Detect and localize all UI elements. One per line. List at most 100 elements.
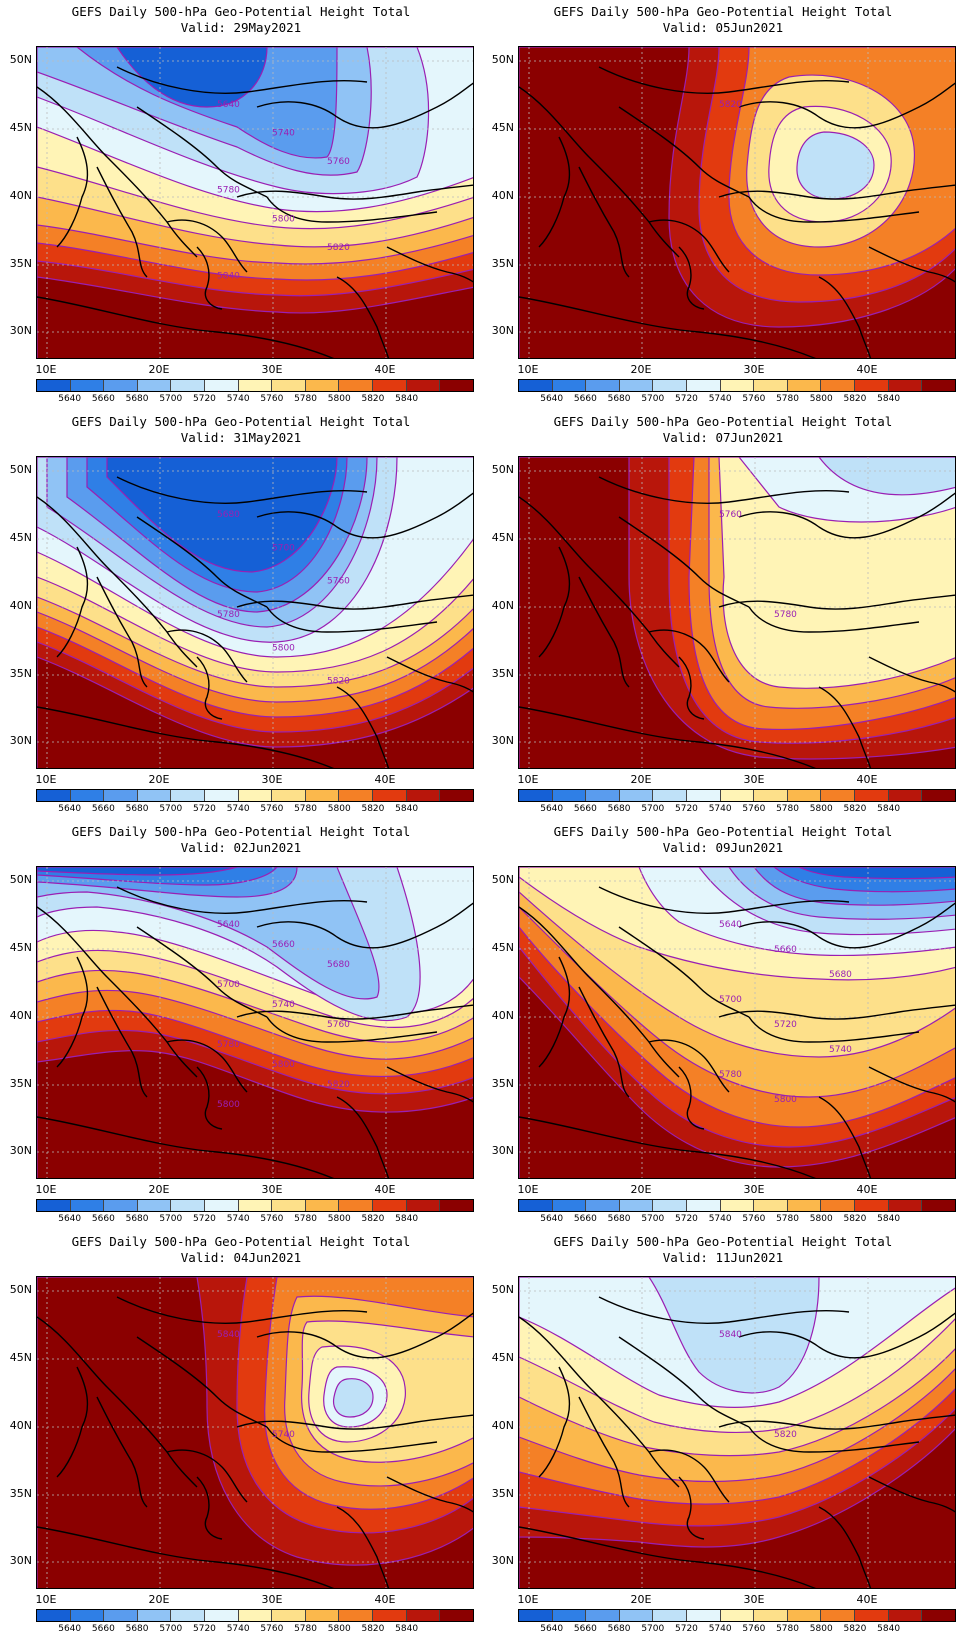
colorbar-label: 5740 xyxy=(708,1214,732,1224)
height-field: 5760 5780 xyxy=(519,457,955,768)
panel-valid-date: Valid: 11Jun2021 xyxy=(662,1250,784,1265)
height-band xyxy=(116,47,268,108)
contour-label: 5820 xyxy=(774,1430,797,1440)
colorbar-label: 5720 xyxy=(193,1624,216,1634)
longitude-label: 30E xyxy=(743,773,765,786)
latitude-label: 45N xyxy=(491,531,514,544)
coastline xyxy=(818,686,872,768)
colorbar-swatch xyxy=(373,790,407,801)
colorbar-swatch xyxy=(821,790,856,801)
panel-title: GEFS Daily 500-hPa Geo-Potential Height … xyxy=(553,414,893,429)
map-panel: GEFS Daily 500-hPa Geo-Potential Height … xyxy=(0,0,482,410)
contour-label: 5700 xyxy=(272,543,295,553)
colorbar-swatch xyxy=(305,1610,340,1621)
coastline xyxy=(336,276,390,358)
colorbar-swatch xyxy=(855,1200,889,1211)
colorbar-swatch xyxy=(787,1200,822,1211)
panel-valid-date: Valid: 31May2021 xyxy=(180,430,302,445)
colorbar-label: 5780 xyxy=(294,804,317,814)
coastline xyxy=(519,296,816,358)
contour-label: 5800 xyxy=(272,214,295,224)
coastline xyxy=(578,166,630,278)
colorbar-label: 5780 xyxy=(776,1624,799,1634)
height-band xyxy=(106,457,338,573)
latitude-label: 45N xyxy=(9,1351,32,1364)
latitude-label: 45N xyxy=(491,941,514,954)
colorbar-swatch xyxy=(888,380,923,391)
colorbar-swatch xyxy=(619,790,654,801)
colorbar-swatch xyxy=(171,1200,206,1211)
coastline xyxy=(136,926,268,1018)
colorbar-swatch xyxy=(137,1200,172,1211)
longitude-label: 20E xyxy=(630,1593,652,1606)
latitude-label: 50N xyxy=(491,873,514,886)
coastline xyxy=(868,246,955,283)
coastline xyxy=(266,1016,438,1043)
latitude-label: 40N xyxy=(491,1419,514,1432)
colorbar-swatch xyxy=(922,380,955,391)
colorbar-swatch xyxy=(821,1610,856,1621)
colorbar-swatch xyxy=(305,790,340,801)
coastline xyxy=(386,1476,473,1513)
coastline xyxy=(196,1066,223,1130)
colorbar-label: 5660 xyxy=(91,394,115,404)
colorbar xyxy=(518,1199,956,1212)
coastline xyxy=(116,886,368,914)
longitude-label: 40E xyxy=(374,1593,396,1606)
latitude-label: 30N xyxy=(491,1554,514,1567)
colorbar-swatch xyxy=(519,1200,553,1211)
coastline xyxy=(136,516,268,608)
colorbar-label: 5780 xyxy=(294,1214,317,1224)
colorbar-swatch xyxy=(653,1610,688,1621)
colorbar-label: 5720 xyxy=(675,804,698,814)
colorbar-label: 5820 xyxy=(843,394,867,404)
coastline xyxy=(266,196,438,223)
latitude-label: 50N xyxy=(491,463,514,476)
latitude-label: 30N xyxy=(9,1554,32,1567)
panel-valid-date: Valid: 02Jun2021 xyxy=(180,840,302,855)
latitude-label: 45N xyxy=(9,531,32,544)
height-band xyxy=(37,867,380,1000)
contour-label: 5800 xyxy=(272,643,295,653)
colorbar-label: 5700 xyxy=(159,394,183,404)
panel-title: GEFS Daily 500-hPa Geo-Potential Height … xyxy=(71,414,411,429)
colorbar-label: 5840 xyxy=(877,1214,901,1224)
colorbar-label: 5840 xyxy=(877,804,901,814)
colorbar-label: 5700 xyxy=(641,804,665,814)
coastline xyxy=(718,594,955,610)
colorbar-label: 5780 xyxy=(294,1624,317,1634)
coastline xyxy=(519,1526,816,1588)
latitude-label: 35N xyxy=(9,667,32,680)
colorbar-swatch xyxy=(104,380,138,391)
longitude-label: 40E xyxy=(856,363,878,376)
map-panel: GEFS Daily 500-hPa Geo-Potential Height … xyxy=(482,820,964,1230)
height-field: 5640 5660 5680 5700 5720 5740 5780 5800 xyxy=(519,867,955,1178)
coastline xyxy=(738,902,955,949)
coastline xyxy=(818,1506,872,1588)
colorbar-label: 5680 xyxy=(607,1214,631,1224)
colorbar-label: 5660 xyxy=(573,804,597,814)
coastline xyxy=(578,986,630,1098)
colorbar-swatch xyxy=(586,380,620,391)
longitude-label: 30E xyxy=(743,1183,765,1196)
contour-label: 5700 xyxy=(217,980,240,990)
colorbar-label: 5780 xyxy=(294,394,317,404)
colorbar-label: 5780 xyxy=(776,804,799,814)
colorbar-swatch xyxy=(37,1200,71,1211)
coastline xyxy=(116,1296,368,1324)
coastline xyxy=(648,1039,730,1093)
colorbar-label: 5700 xyxy=(641,1214,665,1224)
colorbar-label: 5640 xyxy=(58,1624,82,1634)
contour-label: 5740 xyxy=(272,1000,295,1010)
longitude-label: 20E xyxy=(148,363,170,376)
latitude-label: 50N xyxy=(9,463,32,476)
colorbar-swatch xyxy=(373,380,407,391)
panel-title: GEFS Daily 500-hPa Geo-Potential Height … xyxy=(553,824,893,839)
coastline xyxy=(37,906,198,1078)
coastline xyxy=(678,1476,705,1540)
geopotential-map: 5840 5820 xyxy=(518,1276,956,1589)
latitude-label: 35N xyxy=(9,1077,32,1090)
coastline xyxy=(37,496,198,668)
coastline xyxy=(37,706,334,768)
coastline xyxy=(598,66,850,94)
